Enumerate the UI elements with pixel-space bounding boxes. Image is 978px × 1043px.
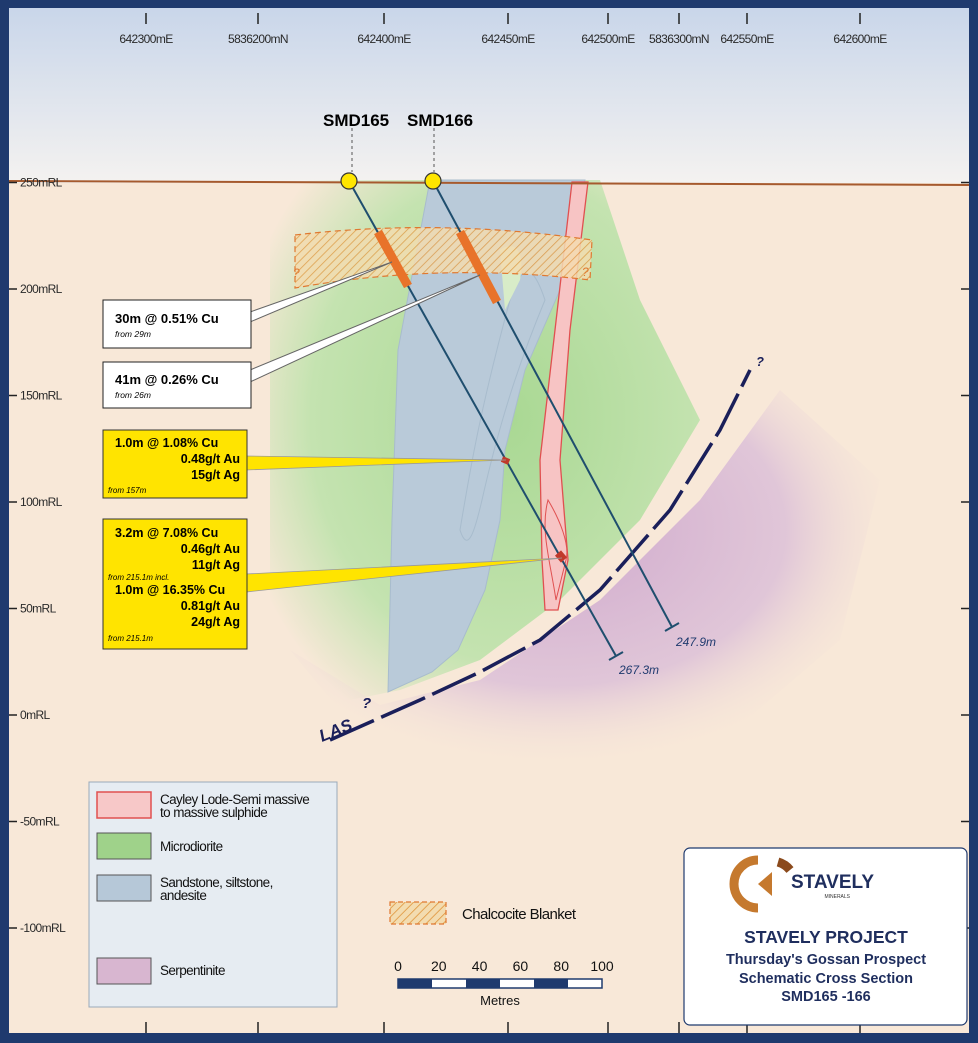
scale-seg-1 (398, 979, 432, 988)
rl-label: 250mRL (20, 176, 63, 190)
legend-label-microdiorite: Microdiorite (160, 839, 223, 854)
easting-label: 5836200mN (228, 32, 288, 46)
easting-label: 642500mE (581, 32, 635, 46)
smd166-blanket-intercept (456, 229, 501, 305)
intercept-4-line-1: 3.2m @ 7.08% Cu (115, 526, 218, 540)
title-line-2: Thursday's Gossan Prospect (726, 952, 926, 968)
intercept-4-line-2: 0.46g/t Au (181, 542, 240, 556)
legend-swatch-chalcocite (389, 901, 447, 925)
scale-tick-label: 40 (472, 958, 488, 974)
serpentinite-unit (290, 390, 880, 790)
title-line-1: STAVELY PROJECT (744, 927, 908, 947)
title-block (683, 847, 968, 1026)
easting-label: 642600mE (833, 32, 887, 46)
smd165-collar (340, 172, 358, 190)
intercept-4-line-5: 0.81g/t Au (181, 599, 240, 613)
stavely-logo-icon (729, 855, 794, 913)
intercept-4-from-2: from 215.1m (108, 634, 153, 643)
intercept-2-text: 41m @ 0.26% Cu (115, 372, 219, 387)
scale-tick-label: 60 (513, 958, 529, 974)
intercept-4-from: from 215.1m incl. (108, 573, 169, 582)
legend-label-chalcocite: Chalcocite Blanket (462, 906, 577, 923)
scale-tick-label: 20 (431, 958, 447, 974)
smd166-collar (424, 172, 442, 190)
rl-label: 200mRL (20, 282, 63, 296)
ground-surface (9, 180, 969, 186)
title-line-3: Schematic Cross Section (739, 971, 913, 987)
easting-label: 5836300mN (649, 32, 709, 46)
intercept-box-2 (102, 361, 252, 409)
scale-seg-5 (534, 979, 568, 988)
intercept-2-from: from 26m (115, 390, 151, 400)
intercept-4-line-4: 1.0m @ 16.35% Cu (115, 583, 225, 597)
smd166-end-depth: 247.9m (675, 635, 716, 649)
intercept-1-from: from 29m (115, 329, 151, 339)
rl-label: 150mRL (20, 389, 63, 403)
title-line-4: SMD165 -166 (781, 989, 870, 1005)
intercept-3-from: from 157m (108, 486, 147, 495)
legend-label-serpentinite: Serpentinite (160, 963, 225, 978)
intercept-3-line-3: 15g/t Ag (191, 468, 240, 482)
fault-unknown-top: ? (756, 354, 764, 369)
smd166-end-tick (664, 622, 680, 632)
scale-bar: Metres 0 20 40 60 80 100 (394, 958, 614, 1008)
legend-label-cayley-1: Cayley Lode-Semi massive (160, 792, 309, 807)
legend-swatch-cayley (96, 791, 152, 819)
intercept-box-1 (102, 299, 252, 349)
logo-subtext: MINERALS (824, 894, 850, 900)
intercept-4-line-6: 24g/t Ag (191, 615, 240, 629)
smd165-157m-intercept (500, 456, 511, 465)
rl-label: 0mRL (20, 708, 51, 722)
intercept-3-line-2: 0.48g/t Au (181, 452, 240, 466)
elevation-axis: 250mRL 200mRL 150mRL 100mRL 50mRL 0mRL -50mRL -… (9, 176, 969, 935)
easting-label: 642400mE (357, 32, 411, 46)
fault-unknown-bottom: ? (362, 695, 371, 712)
legend-swatch-serpentinite (96, 957, 152, 985)
legend-label-sandstone-1: Sandstone, siltstone, (160, 875, 273, 890)
easting-label: 642550mE (720, 32, 774, 46)
smd165-end-tick (608, 651, 624, 661)
chalcocite-blanket (294, 226, 593, 289)
sandstone-tongue (459, 271, 546, 541)
cayley-lode (539, 181, 589, 611)
legend-swatch-microdiorite (96, 832, 152, 860)
logo-text: STAVELY (791, 872, 874, 893)
smd165-end-depth: 267.3m (618, 663, 659, 677)
rl-label: -100mRL (20, 921, 66, 935)
intercept-box-4 (102, 518, 248, 650)
intercept-box-3 (102, 429, 248, 499)
intercept-4-line-3: 11g/t Ag (192, 558, 240, 572)
legend-label-sandstone-2: andesite (160, 888, 206, 903)
intercept-1-text: 30m @ 0.51% Cu (115, 311, 219, 326)
legend-label-cayley-2: to massive sulphide (160, 805, 267, 820)
scale-unit: Metres (480, 993, 520, 1008)
scale-tick-label: 100 (590, 958, 614, 974)
smd165-label: SMD165 (323, 111, 389, 130)
smd166-label: SMD166 (407, 111, 473, 130)
sky-band (9, 8, 969, 183)
las-fault-line (329, 369, 752, 742)
scale-seg-3 (466, 979, 500, 988)
blanket-unknown-left: ? (293, 266, 300, 280)
smd165-215m-intercept (554, 550, 568, 563)
intercept-3-line-1: 1.0m @ 1.08% Cu (115, 436, 218, 450)
legend-swatch-sandstone (96, 874, 152, 902)
rl-label: -50mRL (20, 815, 60, 829)
easting-axis: 642300mE 5836200mN 642400mE 642450mE 642500m… (119, 13, 888, 1033)
blanket-unknown-right: ? (582, 265, 589, 279)
easting-label: 642300mE (119, 32, 173, 46)
easting-label: 642450mE (481, 32, 535, 46)
scale-tick-label: 80 (553, 958, 569, 974)
rl-label: 50mRL (20, 602, 57, 616)
smd165-blanket-intercept (374, 229, 412, 289)
scale-tick-label: 0 (394, 958, 402, 974)
rl-label: 100mRL (20, 495, 63, 509)
